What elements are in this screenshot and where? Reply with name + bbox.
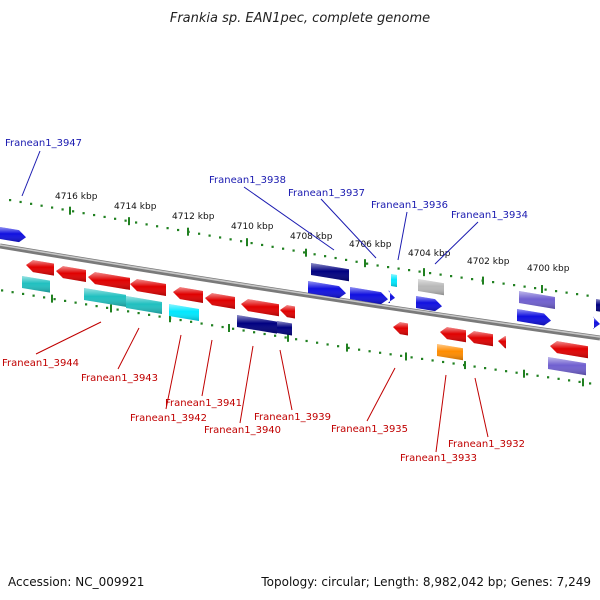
gene-label-franean1-3939[interactable]: Franean1_3939 [254,412,331,423]
leader-lines-bottom [35,321,489,453]
scale-label-4700: 4700 kbp [527,264,570,274]
gene-feature-23[interactable] [169,304,199,321]
gene-feature-6[interactable] [418,279,444,296]
gene-label-franean1-3932[interactable]: Franean1_3932 [448,439,525,450]
scale-label-4714: 4714 kbp [114,202,157,212]
scale-labels: 4716 kbp 4714 kbp 4712 kbp 4710 kbp 4708… [55,192,570,274]
accession-text: Accession: NC_009921 [8,575,144,589]
gene-feature-30[interactable] [437,344,463,361]
gene-feature-10[interactable] [596,299,600,312]
gene-feature-2[interactable] [308,281,346,299]
gene-feature-31[interactable] [550,341,588,359]
gene-label-franean1-3943[interactable]: Franean1_3943 [81,373,158,384]
gene-feature-18[interactable] [126,296,162,314]
gene-feature-7[interactable] [416,296,442,312]
gene-feature-32[interactable] [548,357,586,376]
scale-label-4710: 4710 kbp [231,222,274,232]
scale-label-4702: 4702 kbp [467,257,510,267]
gene-feature-9[interactable] [517,309,551,326]
gene-feature-14[interactable] [88,272,130,290]
gene-feature-22[interactable] [280,305,295,319]
scale-label-4704: 4704 kbp [408,249,451,259]
gene-feature-29[interactable] [498,336,506,349]
leader-lines-top [21,150,479,265]
scale-label-4716: 4716 kbp [55,192,98,202]
map-title: Frankia sp. EAN1pec, complete genome [170,11,430,26]
gene-feature-0[interactable] [0,227,26,243]
gene-feature-4[interactable] [388,290,395,303]
scale-label-4708: 4708 kbp [290,232,333,242]
gene-label-franean1-3938[interactable]: Franean1_3938 [209,175,286,186]
topology-text: Topology: circular; Length: 8,982,042 bp… [260,575,591,589]
gene-feature-1[interactable] [311,263,349,282]
gene-label-franean1-3936[interactable]: Franean1_3936 [371,200,448,211]
gene-label-franean1-3942[interactable]: Franean1_3942 [130,413,207,424]
gene-feature-8[interactable] [519,291,555,309]
gene-feature-13[interactable] [56,266,86,282]
gene-feature-11[interactable] [593,316,600,329]
scale-label-4706: 4706 kbp [349,240,392,250]
gene-feature-20[interactable] [205,293,235,309]
gene-label-franean1-3941[interactable]: Franean1_3941 [165,398,242,409]
gene-feature-28[interactable] [467,331,493,347]
gene-feature-3[interactable] [350,287,388,305]
gene-feature-27[interactable] [440,327,466,343]
gene-feature-24[interactable] [237,315,277,334]
gene-label-franean1-3935[interactable]: Franean1_3935 [331,424,408,435]
gene-feature-16[interactable] [22,276,50,293]
gene-feature-25[interactable] [277,321,292,336]
gene-label-franean1-3934[interactable]: Franean1_3934 [451,210,528,221]
gene-feature-21[interactable] [241,299,279,317]
gene-feature-15[interactable] [130,279,166,296]
scale-track-top [9,199,589,297]
scale-label-4712: 4712 kbp [172,212,215,222]
gene-feature-26[interactable] [393,322,408,336]
gene-label-franean1-3933[interactable]: Franean1_3933 [400,453,477,464]
gene-label-franean1-3944[interactable]: Franean1_3944 [2,358,79,369]
gene-features [0,227,600,376]
gene-label-franean1-3940[interactable]: Franean1_3940 [204,425,281,436]
gene-feature-19[interactable] [173,287,203,303]
genome-backbone [0,243,600,341]
gene-label-franean1-3947[interactable]: Franean1_3947 [5,138,82,149]
scale-track-bottom [1,289,592,387]
gene-feature-12[interactable] [26,260,54,276]
gene-feature-5[interactable] [391,274,397,287]
genome-backbone-highlight [0,244,600,338]
gene-label-franean1-3937[interactable]: Franean1_3937 [288,188,365,199]
gene-feature-17[interactable] [84,288,126,307]
